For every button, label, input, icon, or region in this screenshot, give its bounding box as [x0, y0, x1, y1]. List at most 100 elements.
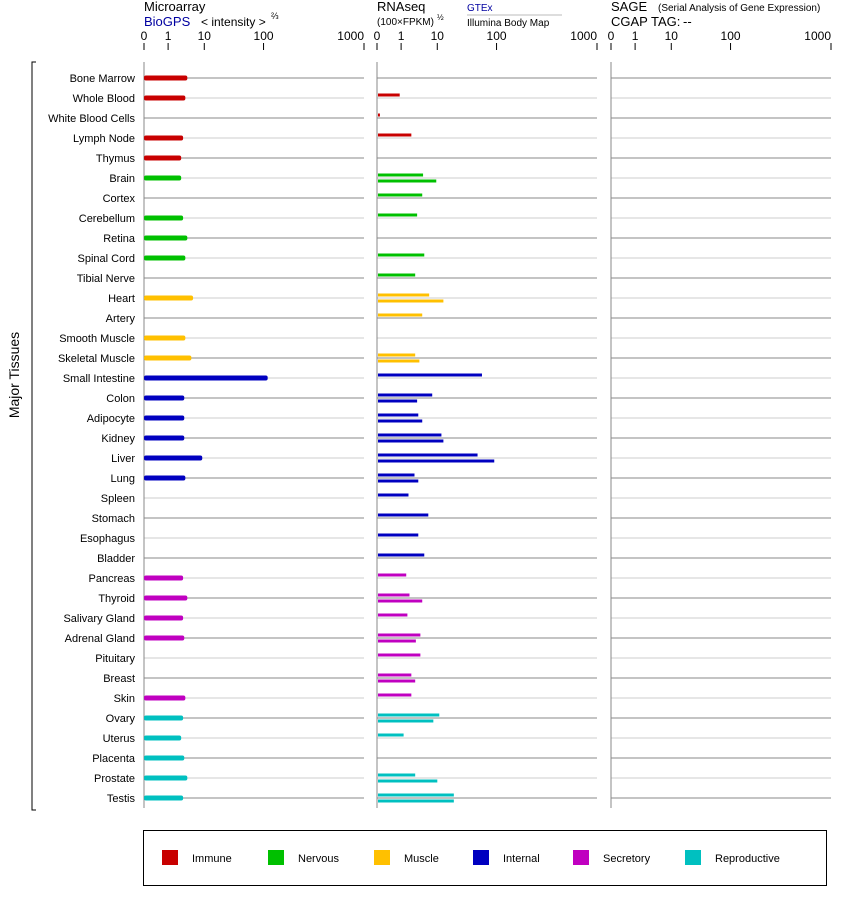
tissue-bracket [31, 61, 36, 811]
legend-swatch-immune [162, 850, 178, 865]
bar-gtex [378, 653, 421, 657]
bar-gtex [378, 693, 412, 697]
tissue-label: Adipocyte [87, 413, 135, 425]
bar-gtex [378, 453, 478, 457]
bar-biogps [144, 75, 188, 81]
bar-gtex [378, 133, 412, 137]
bar-biogps [144, 435, 185, 441]
axis-tick-label: 10 [665, 29, 679, 43]
bar-biogps [144, 755, 185, 761]
bar-biogps [144, 155, 182, 161]
bar-illumina-body-map [378, 439, 444, 443]
tissue-label: Whole Blood [73, 93, 135, 105]
axis-tick-label: 10 [431, 29, 445, 43]
bar-gtex [378, 493, 409, 497]
bar-gtex [378, 253, 425, 257]
axis-tick-label: 100 [721, 29, 741, 43]
source-biogps: BioGPS [144, 14, 191, 29]
bar-gtex [378, 113, 380, 117]
intensity-label: < intensity > [201, 15, 266, 29]
bar-illumina-body-map [378, 299, 444, 303]
tissue-label: Salivary Gland [63, 613, 135, 625]
tissue-label: Smooth Muscle [59, 333, 135, 345]
bar-illumina-body-map [378, 719, 434, 723]
tissue-label: Bone Marrow [70, 73, 135, 85]
tissue-label: Lymph Node [73, 133, 135, 145]
bar-gtex [378, 733, 404, 737]
axis-tick-label: 1000 [570, 29, 597, 43]
bar-gtex [378, 613, 408, 617]
bar-illumina-body-map [378, 599, 423, 603]
source-illumina: Illumina Body Map [467, 18, 550, 29]
bar-biogps [144, 595, 188, 601]
legend-label-muscle: Muscle [404, 853, 439, 865]
bar-biogps [144, 575, 184, 581]
bar-illumina-body-map [378, 479, 419, 483]
tissue-label: Small Intestine [63, 373, 135, 385]
tissue-label: Brain [109, 173, 135, 185]
legend-swatch-muscle [374, 850, 390, 865]
axis-tick-label: 0 [608, 29, 615, 43]
legend-label-reproductive: Reproductive [715, 853, 780, 865]
bar-illumina-body-map [378, 419, 423, 423]
bar-illumina-body-map [378, 459, 495, 463]
tissue-label: Colon [106, 393, 135, 405]
bar-gtex [378, 673, 412, 677]
axis-tick-label: 10 [198, 29, 212, 43]
axis-tick-label: 0 [374, 29, 381, 43]
tissue-label: White Blood Cells [48, 113, 135, 125]
bar-illumina-body-map [378, 399, 418, 403]
tissue-label: Bladder [97, 553, 135, 565]
bar-gtex [378, 373, 482, 377]
bar-biogps [144, 175, 182, 181]
bar-biogps [144, 715, 184, 721]
bar-gtex [378, 633, 421, 637]
bar-gtex [378, 573, 407, 577]
tissue-label: Skin [114, 693, 135, 705]
panel-title-sage: SAGE [611, 0, 647, 14]
tissue-label: Retina [103, 233, 136, 245]
tissue-label: Spleen [101, 493, 135, 505]
bar-gtex [378, 393, 433, 397]
panel-title-microarray: Microarray [144, 0, 206, 14]
tissue-label: Stomach [92, 513, 135, 525]
panel-title-rnaseq: RNAseq [377, 0, 425, 14]
legend-swatch-internal [473, 850, 489, 865]
bar-biogps [144, 355, 192, 361]
bar-biogps [144, 795, 184, 801]
axis-tick-label: 1 [398, 29, 405, 43]
bar-biogps [144, 335, 186, 341]
bar-gtex [378, 293, 430, 297]
bar-gtex [378, 513, 429, 517]
bar-biogps [144, 615, 184, 621]
bar-gtex [378, 353, 416, 357]
bar-illumina-body-map [378, 799, 454, 803]
bar-gtex [378, 773, 416, 777]
bar-biogps [144, 255, 186, 261]
cgap-tag-label: CGAP TAG: [611, 14, 680, 29]
bar-biogps [144, 215, 184, 221]
tissue-label: Skeletal Muscle [58, 353, 135, 365]
bar-biogps [144, 135, 184, 141]
bar-gtex [378, 413, 419, 417]
bar-biogps [144, 475, 186, 481]
bar-illumina-body-map [378, 179, 437, 183]
bar-gtex [378, 593, 410, 597]
bar-gtex [378, 473, 415, 477]
legend-label-immune: Immune [192, 853, 232, 865]
legend-swatch-nervous [268, 850, 284, 865]
bar-gtex [378, 313, 423, 317]
bar-biogps [144, 295, 194, 301]
axis-tick-label: 100 [487, 29, 507, 43]
axis-tick-label: 1 [165, 29, 172, 43]
tissue-label: Prostate [94, 773, 135, 785]
bar-gtex [378, 193, 423, 197]
tissue-label: Liver [111, 453, 135, 465]
cgap-tag-value: -- [683, 14, 692, 29]
tissue-label: Kidney [101, 433, 135, 445]
legend-label-nervous: Nervous [298, 853, 339, 865]
axis-tick-label: 0 [141, 29, 148, 43]
bar-gtex [378, 713, 440, 717]
bar-gtex [378, 173, 424, 177]
legend-swatch-reproductive [685, 850, 701, 865]
